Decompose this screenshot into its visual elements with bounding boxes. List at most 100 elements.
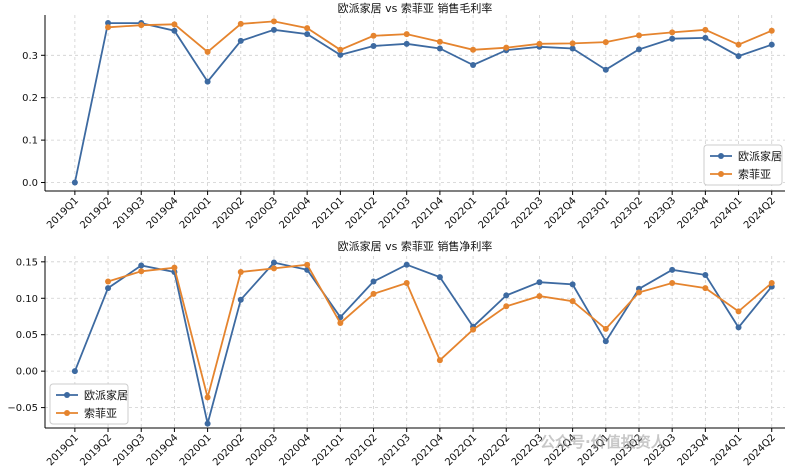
data-point: [304, 31, 311, 38]
data-point: [403, 261, 410, 268]
x-tick-label: 2023Q1: [576, 195, 612, 231]
data-point: [436, 274, 443, 281]
y-tick-label: 0.1: [22, 136, 38, 147]
data-point: [569, 298, 576, 305]
data-point: [403, 31, 410, 38]
x-tick-label: 2019Q2: [78, 432, 114, 468]
x-tick-label: 2021Q4: [410, 432, 446, 468]
data-point: [237, 37, 244, 44]
x-tick-label: 2019Q4: [145, 432, 181, 468]
x-tick-label: 2024Q2: [742, 432, 778, 468]
data-point: [204, 420, 211, 427]
data-point: [470, 62, 477, 69]
x-tick-label: 2020Q1: [178, 195, 214, 231]
data-point: [602, 338, 609, 345]
data-point: [436, 357, 443, 364]
data-point: [602, 39, 609, 46]
data-point: [503, 303, 510, 310]
x-tick-label: 2023Q2: [609, 195, 645, 231]
data-point: [470, 326, 477, 333]
data-point: [370, 278, 377, 285]
x-tick-label: 2021Q4: [410, 195, 446, 231]
legend-marker: [64, 392, 70, 398]
x-tick-label: 2022Q4: [543, 195, 579, 231]
data-point: [270, 26, 277, 33]
data-point: [669, 279, 676, 286]
legend-label: 索菲亚: [84, 406, 117, 420]
x-tick-label: 2021Q3: [377, 195, 413, 231]
data-point: [669, 29, 676, 36]
x-tick-label: 2020Q1: [178, 432, 214, 468]
data-point: [436, 45, 443, 52]
data-point: [270, 259, 277, 266]
data-point: [171, 21, 178, 28]
y-tick-label: −0.05: [7, 403, 38, 414]
data-point: [569, 281, 576, 288]
y-tick-label: 0.0: [22, 178, 38, 189]
data-point: [702, 26, 709, 33]
data-point: [204, 78, 211, 85]
x-tick-label: 2022Q1: [443, 195, 479, 231]
legend-marker: [718, 171, 724, 177]
series-line-1: [74, 22, 772, 183]
data-point: [105, 278, 112, 285]
y-tick-label: 0.10: [16, 294, 38, 305]
data-point: [635, 46, 642, 53]
data-point: [105, 24, 112, 31]
data-point: [237, 296, 244, 303]
watermark-text: 公众号·价值投资人: [540, 433, 667, 451]
x-tick-label: 2020Q4: [277, 195, 313, 231]
legend-label: 欧派家居: [84, 388, 128, 402]
chart-1: 欧派家居 vs 索菲亚 销售毛利率0.00.10.20.32019Q12019Q…: [22, 1, 785, 231]
data-point: [171, 27, 178, 34]
data-point: [735, 41, 742, 48]
x-tick-label: 2021Q1: [311, 195, 347, 231]
y-tick-label: 0.00: [16, 367, 38, 378]
x-tick-label: 2021Q2: [344, 195, 380, 231]
data-point: [270, 18, 277, 25]
data-point: [735, 324, 742, 331]
chart-title: 欧派家居 vs 索菲亚 销售净利率: [338, 239, 493, 253]
data-point: [635, 32, 642, 39]
x-tick-label: 2022Q3: [510, 195, 546, 231]
x-tick-label: 2020Q3: [244, 432, 280, 468]
data-point: [702, 285, 709, 292]
legend-label: 欧派家居: [738, 149, 782, 163]
x-tick-label: 2021Q1: [311, 432, 347, 468]
data-point: [105, 285, 112, 292]
data-point: [370, 42, 377, 49]
data-point: [536, 40, 543, 47]
x-tick-label: 2020Q2: [211, 195, 247, 231]
data-point: [768, 27, 775, 34]
y-tick-label: 0.15: [16, 257, 38, 268]
data-point: [669, 266, 676, 273]
data-point: [503, 292, 510, 299]
chart-2: 欧派家居 vs 索菲亚 销售净利率 −0.05 0.00 0.05 0.10 0.15 20…: [7, 239, 785, 468]
data-point: [735, 53, 742, 60]
data-point: [71, 179, 78, 186]
x-tick-label: 2022Q1: [443, 432, 479, 468]
x-tick-label: 2024Q1: [709, 195, 745, 231]
y-tick-label: 0.3: [22, 51, 38, 62]
data-point: [337, 46, 344, 53]
x-tick-label: 2022Q2: [477, 195, 513, 231]
chart-title: 欧派家居 vs 索菲亚 销售毛利率: [338, 1, 493, 15]
data-point: [370, 290, 377, 297]
data-point: [403, 40, 410, 47]
x-tick-label: 2023Q3: [642, 195, 678, 231]
data-point: [602, 66, 609, 73]
data-point: [204, 394, 211, 401]
data-point: [768, 279, 775, 286]
data-point: [304, 25, 311, 32]
data-point: [370, 32, 377, 39]
legend-label: 索菲亚: [738, 167, 771, 181]
x-tick-label: 2020Q3: [244, 195, 280, 231]
data-point: [536, 293, 543, 300]
x-tick-label: 2019Q3: [112, 432, 148, 468]
data-point: [138, 22, 145, 29]
data-point: [436, 38, 443, 45]
data-point: [768, 41, 775, 48]
data-point: [536, 279, 543, 286]
